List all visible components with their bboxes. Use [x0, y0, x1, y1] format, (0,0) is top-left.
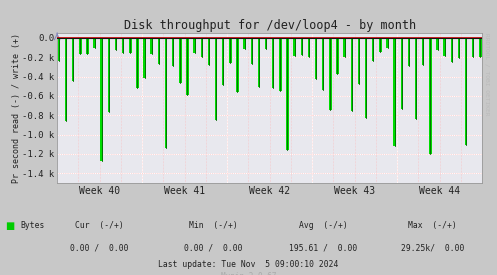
Text: Last update: Tue Nov  5 09:00:10 2024: Last update: Tue Nov 5 09:00:10 2024: [159, 260, 338, 269]
Y-axis label: Pr second read (-) / write (+): Pr second read (-) / write (+): [12, 33, 21, 183]
Text: 0.00 /  0.00: 0.00 / 0.00: [70, 243, 129, 252]
Text: Cur  (-/+): Cur (-/+): [75, 221, 124, 230]
Text: Munin 2.0.67: Munin 2.0.67: [221, 272, 276, 275]
Text: 29.25k/  0.00: 29.25k/ 0.00: [401, 243, 464, 252]
Text: ■: ■: [5, 221, 14, 231]
Text: Max  (-/+): Max (-/+): [408, 221, 457, 230]
Text: Avg  (-/+): Avg (-/+): [299, 221, 347, 230]
Text: 195.61 /  0.00: 195.61 / 0.00: [289, 243, 357, 252]
Title: Disk throughput for /dev/loop4 - by month: Disk throughput for /dev/loop4 - by mont…: [124, 19, 415, 32]
Text: RRDTOOL / TOBI OETIKER: RRDTOOL / TOBI OETIKER: [485, 33, 490, 116]
Text: 0.00 /  0.00: 0.00 / 0.00: [184, 243, 243, 252]
Text: Bytes: Bytes: [21, 221, 45, 230]
Text: Min  (-/+): Min (-/+): [189, 221, 238, 230]
